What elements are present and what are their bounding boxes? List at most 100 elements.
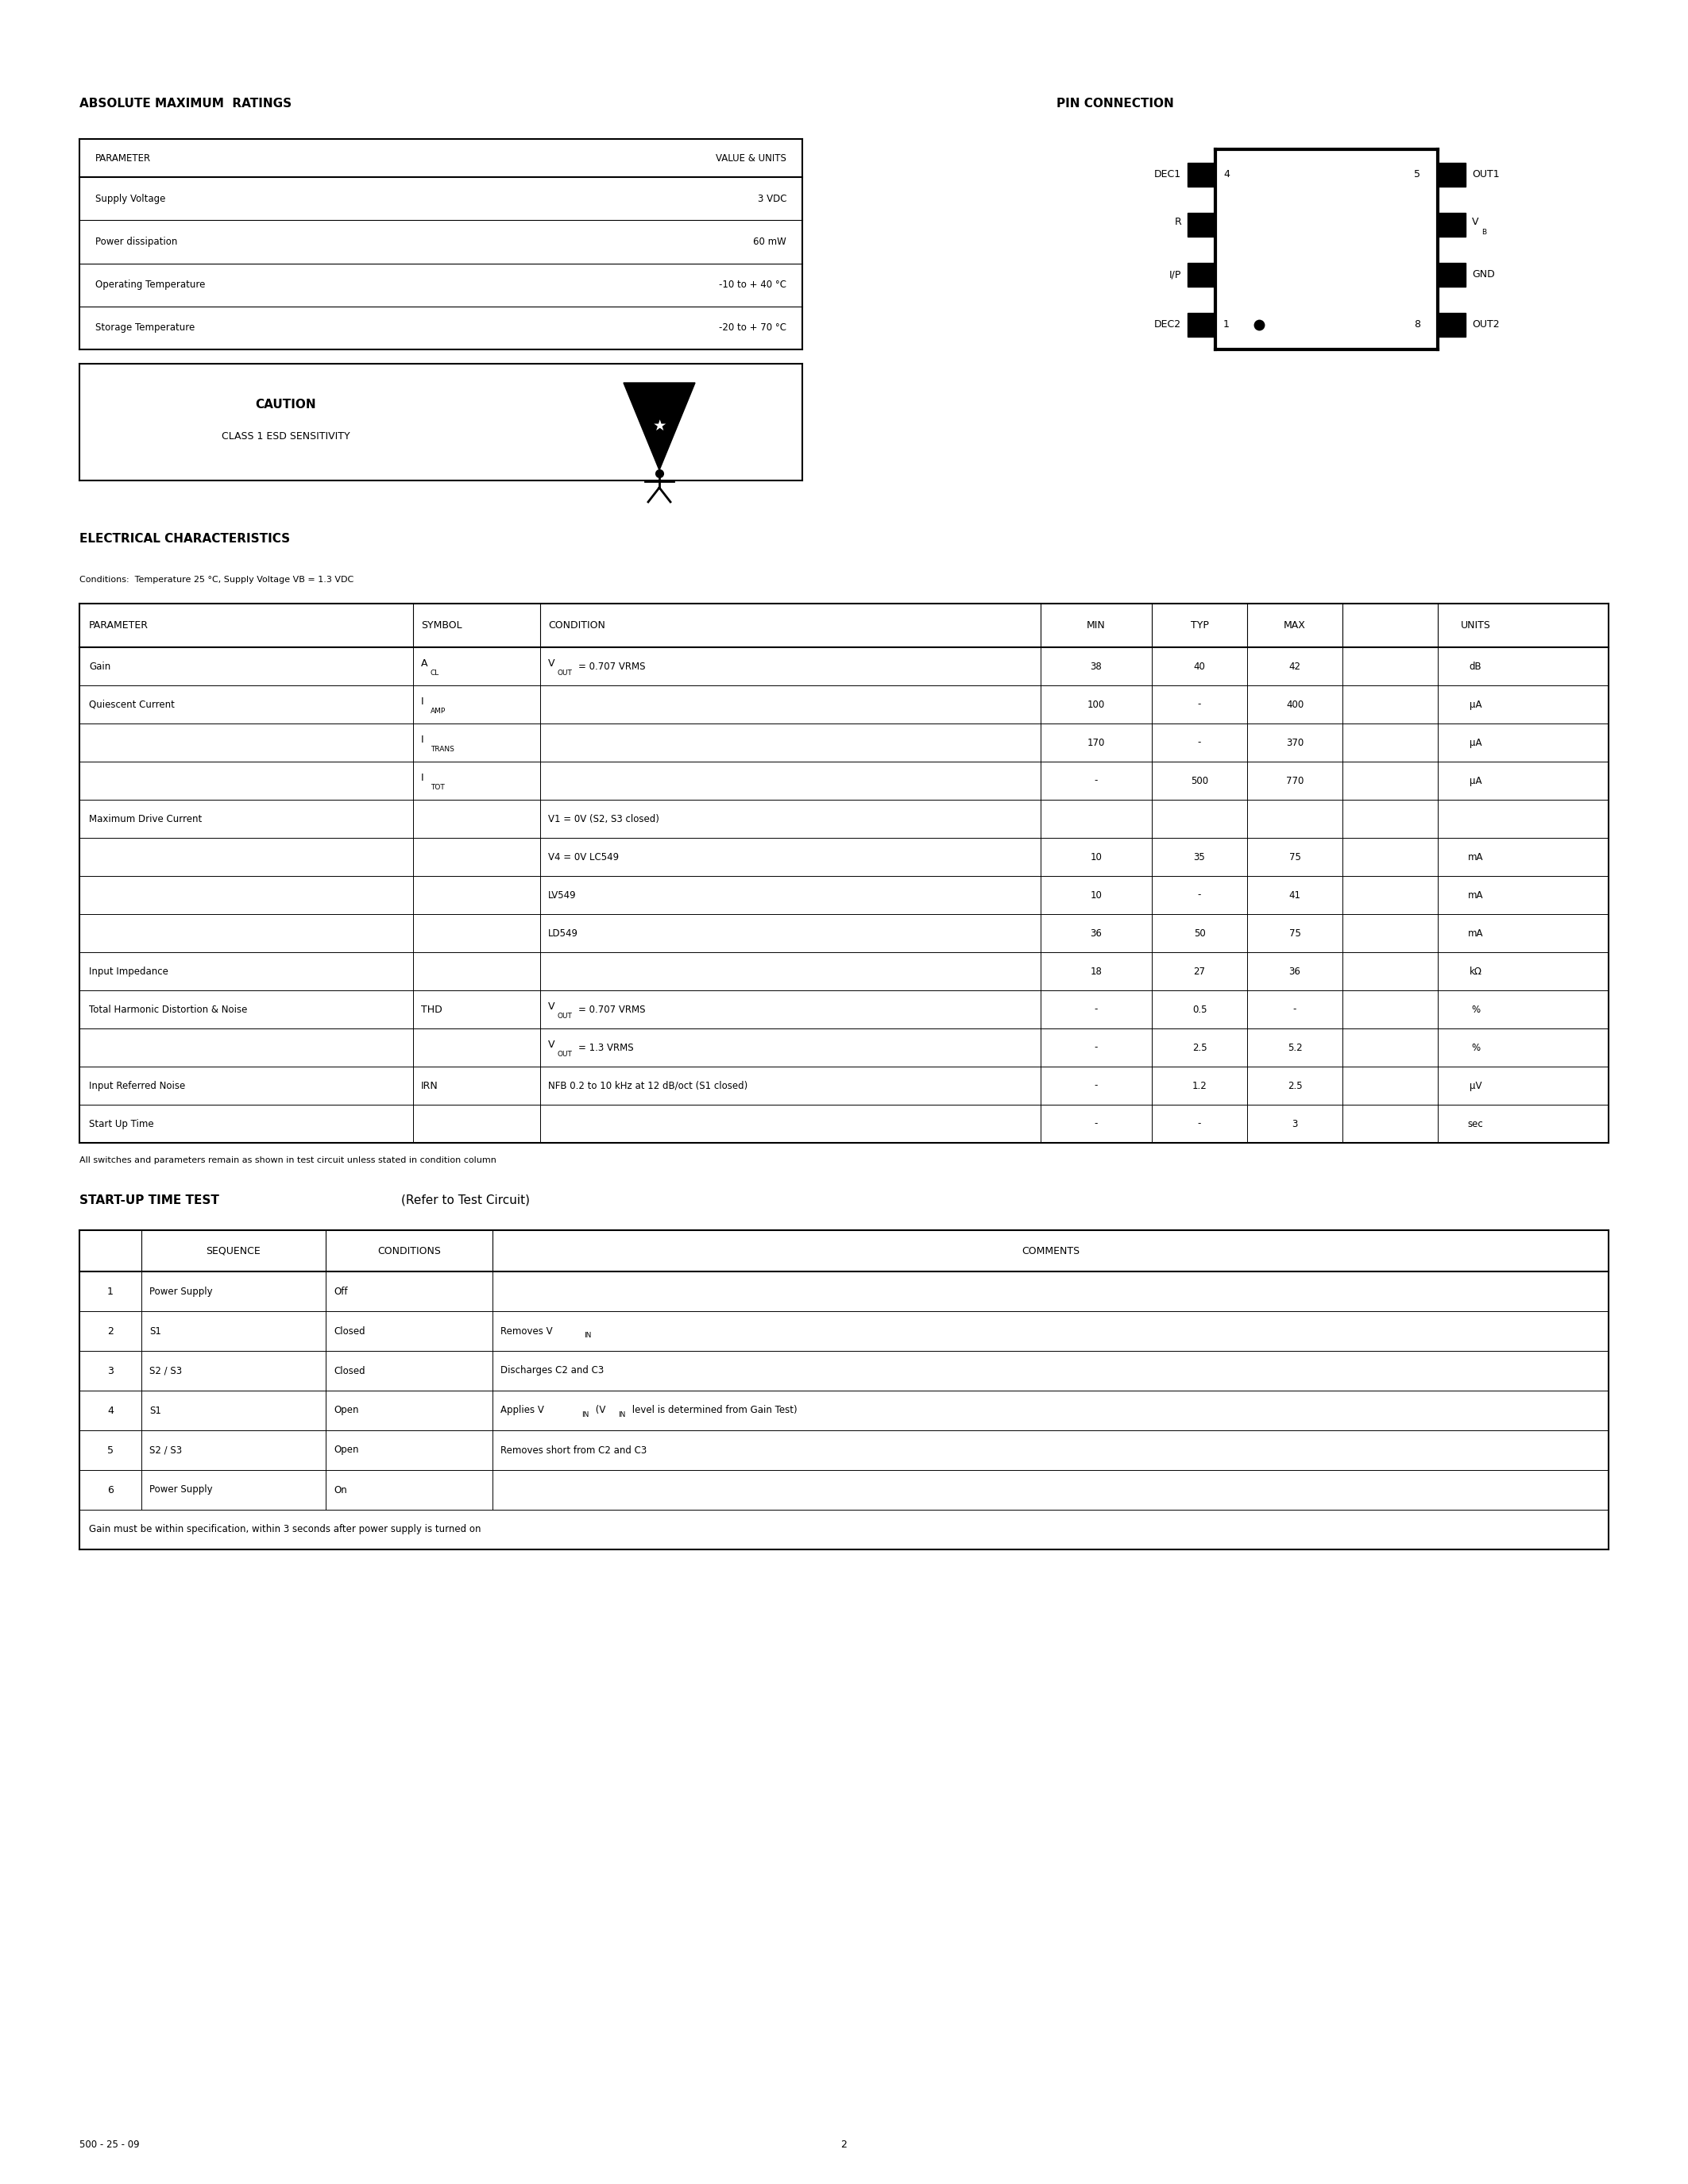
Text: S2 / S3: S2 / S3 <box>149 1446 182 1455</box>
Text: 2.5: 2.5 <box>1192 1042 1207 1053</box>
Text: 3 VDC: 3 VDC <box>758 194 787 203</box>
Text: 5: 5 <box>108 1446 113 1455</box>
Text: IN: IN <box>584 1332 591 1339</box>
Text: I/P: I/P <box>1170 269 1182 280</box>
Text: 8: 8 <box>1415 319 1420 330</box>
Text: -: - <box>1198 889 1202 900</box>
Text: Discharges C2 and C3: Discharges C2 and C3 <box>500 1365 604 1376</box>
Text: -: - <box>1293 1005 1296 1016</box>
Text: ★: ★ <box>652 419 667 435</box>
Text: OUT: OUT <box>557 1051 572 1057</box>
Text: TRANS: TRANS <box>430 745 454 753</box>
Text: ELECTRICAL CHARACTERISTICS: ELECTRICAL CHARACTERISTICS <box>79 533 290 544</box>
Text: Applies V: Applies V <box>500 1404 544 1415</box>
Text: 1: 1 <box>108 1286 113 1297</box>
Text: mA: mA <box>1469 889 1484 900</box>
Text: -10 to + 40 °C: -10 to + 40 °C <box>719 280 787 290</box>
Text: Closed: Closed <box>334 1326 365 1337</box>
Text: 3: 3 <box>108 1365 113 1376</box>
Text: 42: 42 <box>1290 662 1301 670</box>
Text: LV549: LV549 <box>549 889 576 900</box>
Text: μA: μA <box>1469 738 1482 747</box>
Text: 18: 18 <box>1090 965 1102 976</box>
Text: V: V <box>549 1000 555 1011</box>
Text: Removes short from C2 and C3: Removes short from C2 and C3 <box>500 1446 647 1455</box>
Text: Gain must be within specification, within 3 seconds after power supply is turned: Gain must be within specification, withi… <box>89 1524 481 1535</box>
Text: V: V <box>1472 216 1479 227</box>
Text: TYP: TYP <box>1190 620 1209 631</box>
Text: -: - <box>1094 1042 1097 1053</box>
Text: Input Impedance: Input Impedance <box>89 965 169 976</box>
Text: Supply Voltage: Supply Voltage <box>95 194 165 203</box>
Text: I: I <box>420 734 424 745</box>
Text: DEC2: DEC2 <box>1155 319 1182 330</box>
Text: 1.2: 1.2 <box>1192 1081 1207 1090</box>
Text: 1: 1 <box>1224 319 1229 330</box>
Text: SYMBOL: SYMBOL <box>420 620 463 631</box>
Text: OUT2: OUT2 <box>1472 319 1499 330</box>
Text: sec: sec <box>1467 1118 1484 1129</box>
Text: Power Supply: Power Supply <box>149 1485 213 1496</box>
Text: LD549: LD549 <box>549 928 579 939</box>
Text: μA: μA <box>1469 775 1482 786</box>
Text: Open: Open <box>334 1446 358 1455</box>
Text: MIN: MIN <box>1087 620 1106 631</box>
Text: 50: 50 <box>1193 928 1205 939</box>
Text: 60 mW: 60 mW <box>753 236 787 247</box>
Text: Removes V: Removes V <box>500 1326 552 1337</box>
Text: 4: 4 <box>108 1404 113 1415</box>
Text: CAUTION: CAUTION <box>255 400 316 411</box>
Text: V4 = 0V LC549: V4 = 0V LC549 <box>549 852 619 863</box>
Bar <box>1188 212 1215 236</box>
Text: 41: 41 <box>1290 889 1301 900</box>
Text: IN: IN <box>618 1411 626 1417</box>
Text: 38: 38 <box>1090 662 1102 670</box>
Text: 27: 27 <box>1193 965 1205 976</box>
Text: 3: 3 <box>1291 1118 1298 1129</box>
Text: 4: 4 <box>1224 168 1229 179</box>
Bar <box>1188 162 1215 186</box>
Text: Input Referred Noise: Input Referred Noise <box>89 1081 186 1090</box>
Polygon shape <box>623 382 695 470</box>
Text: V: V <box>549 1040 555 1051</box>
Text: PARAMETER: PARAMETER <box>95 153 150 164</box>
Text: 500 - 25 - 09: 500 - 25 - 09 <box>79 2138 140 2149</box>
Text: level is determined from Gain Test): level is determined from Gain Test) <box>630 1404 797 1415</box>
Text: (Refer to Test Circuit): (Refer to Test Circuit) <box>402 1195 530 1206</box>
Text: -20 to + 70 °C: -20 to + 70 °C <box>719 323 787 334</box>
Text: 35: 35 <box>1193 852 1205 863</box>
Bar <box>1438 162 1465 186</box>
Text: PIN CONNECTION: PIN CONNECTION <box>1057 98 1173 109</box>
Text: ABSOLUTE MAXIMUM  RATINGS: ABSOLUTE MAXIMUM RATINGS <box>79 98 292 109</box>
Text: S1: S1 <box>149 1326 160 1337</box>
Text: PARAMETER: PARAMETER <box>89 620 149 631</box>
Text: Conditions:  Temperature 25 °C, Supply Voltage VB = 1.3 VDC: Conditions: Temperature 25 °C, Supply Vo… <box>79 577 354 583</box>
Text: R: R <box>1175 216 1182 227</box>
Text: mA: mA <box>1469 852 1484 863</box>
Text: Off: Off <box>334 1286 348 1297</box>
Text: T: T <box>1188 229 1193 236</box>
Text: 5: 5 <box>1415 168 1420 179</box>
Text: 40: 40 <box>1193 662 1205 670</box>
Bar <box>1438 212 1465 236</box>
Text: AMP: AMP <box>430 708 446 714</box>
Text: On: On <box>334 1485 348 1496</box>
Text: SEQUENCE: SEQUENCE <box>206 1245 262 1256</box>
Text: Operating Temperature: Operating Temperature <box>95 280 206 290</box>
Text: Power Supply: Power Supply <box>149 1286 213 1297</box>
Text: 170: 170 <box>1087 738 1106 747</box>
Text: = 0.707 VRMS: = 0.707 VRMS <box>579 662 645 670</box>
Text: GND: GND <box>1472 269 1496 280</box>
Text: DEC1: DEC1 <box>1155 168 1182 179</box>
Text: 370: 370 <box>1286 738 1303 747</box>
Text: 36: 36 <box>1290 965 1301 976</box>
Text: μA: μA <box>1469 699 1482 710</box>
Text: CONDITIONS: CONDITIONS <box>378 1245 441 1256</box>
Text: 5.2: 5.2 <box>1288 1042 1301 1053</box>
Text: UNITS: UNITS <box>1460 620 1491 631</box>
Text: OUT: OUT <box>557 1011 572 1020</box>
Text: 770: 770 <box>1286 775 1303 786</box>
Text: mA: mA <box>1469 928 1484 939</box>
Text: 400: 400 <box>1286 699 1303 710</box>
Text: I: I <box>420 697 424 705</box>
